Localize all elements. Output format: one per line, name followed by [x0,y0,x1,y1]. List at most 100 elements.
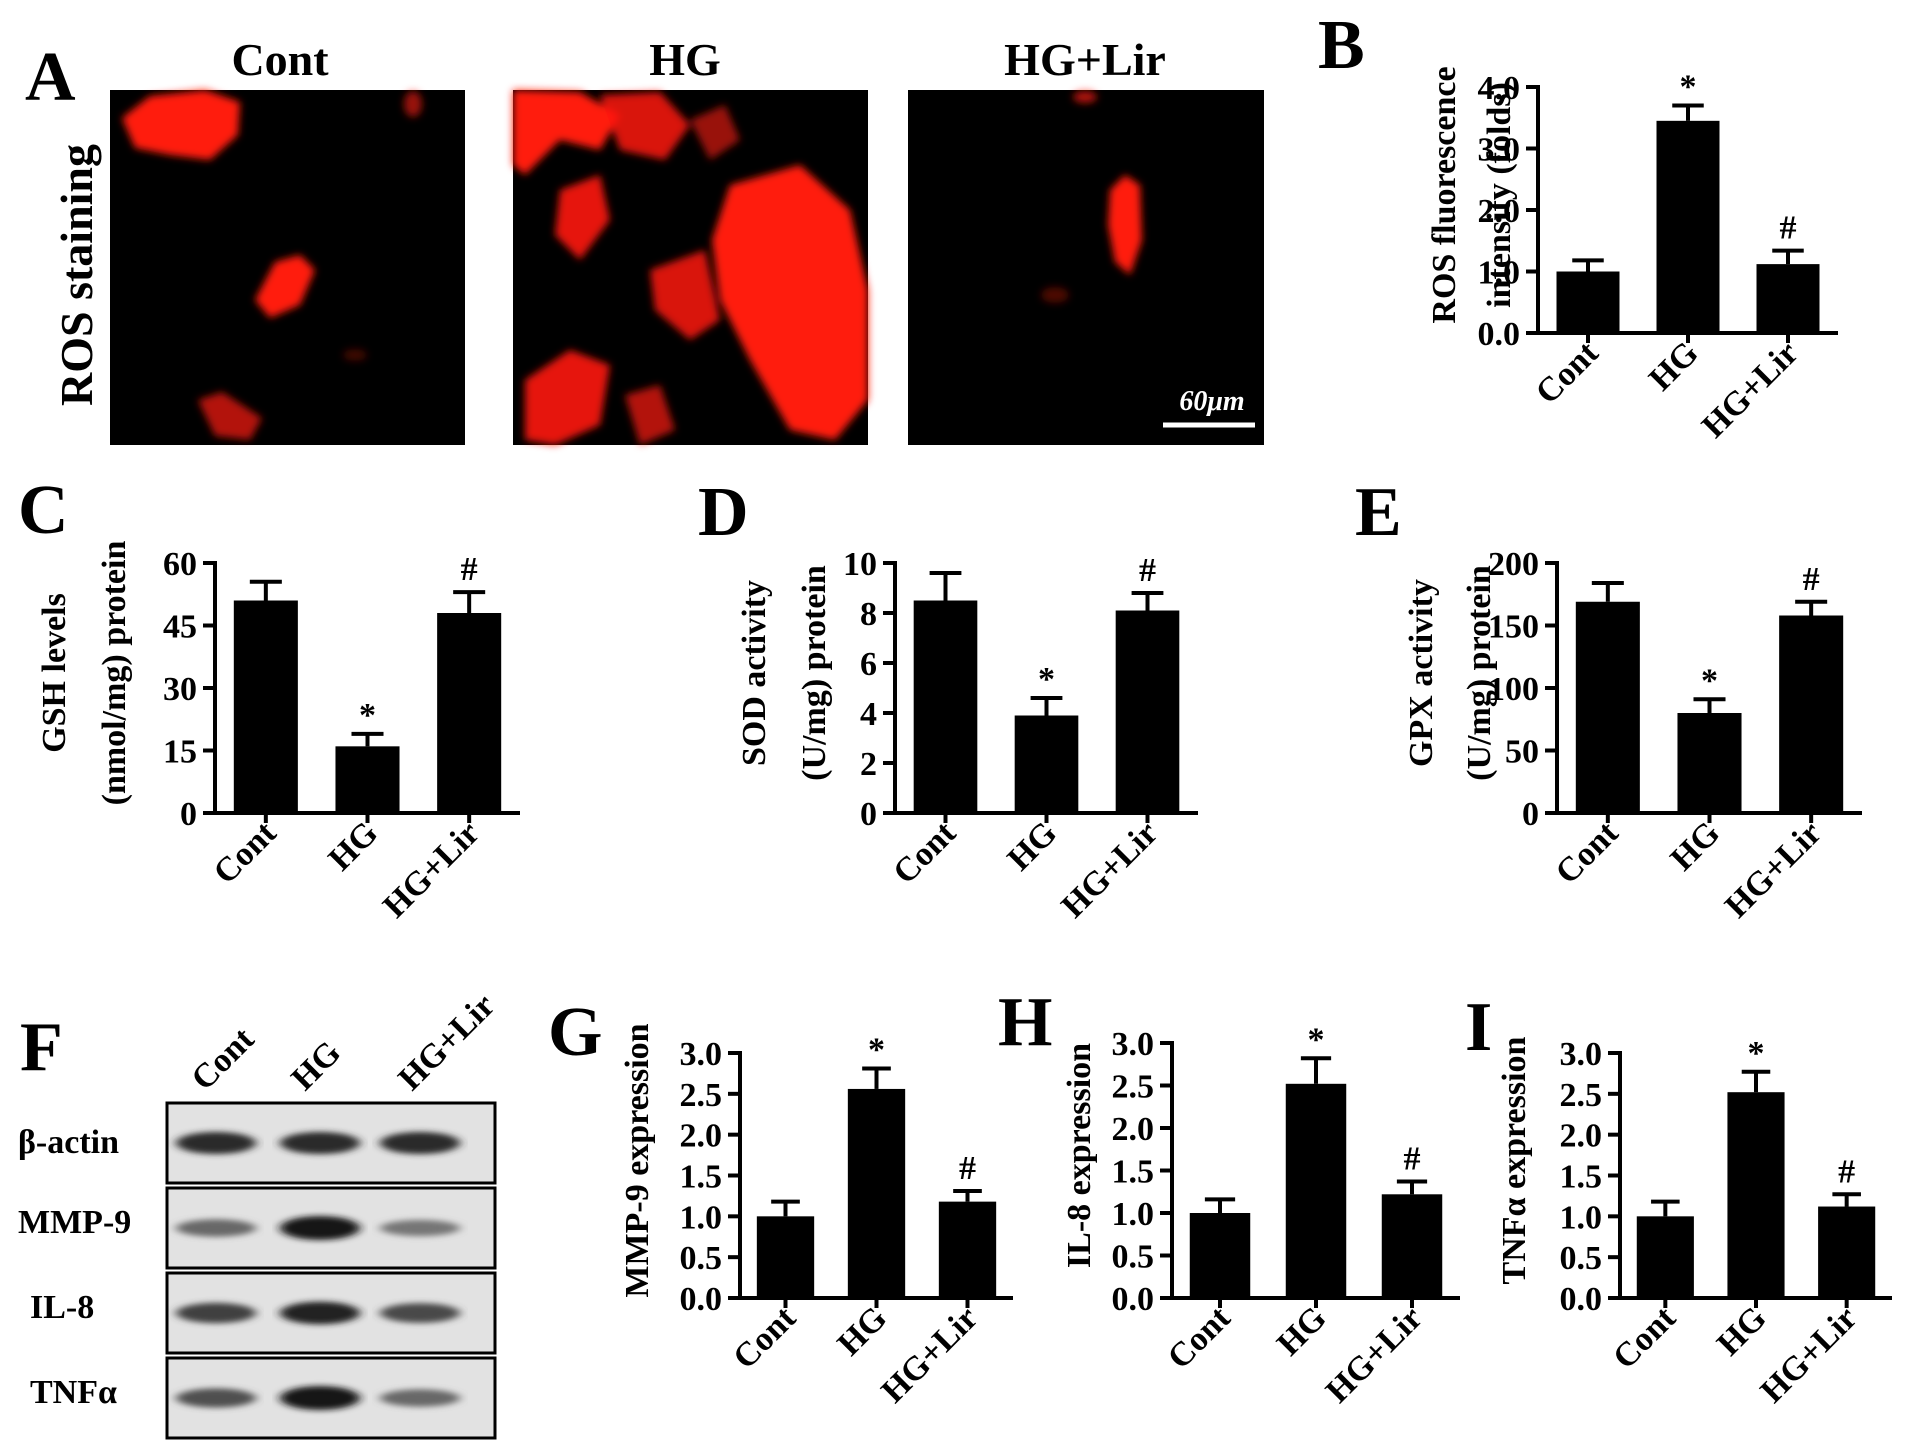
category-label: Cont [207,814,284,891]
y-tick-label: 3.0 [1112,1026,1155,1063]
category-label: Cont [1606,1299,1683,1376]
y-tick-label: 2.5 [680,1077,723,1114]
category-label: Cont [726,1299,803,1376]
y-tick-label: 150 [1488,609,1539,646]
category-label: Cont [886,814,963,891]
y-axis-label: SOD activity [736,580,773,766]
category-label: HG+Lir [1754,1299,1865,1410]
blot-lane-label-hg: HG [284,1034,348,1098]
category-label: HG+Lir [1718,814,1829,925]
blot-band [176,1219,256,1237]
y-tick-label: 10 [843,546,877,583]
blot-label-tnfa: TNFα [30,1374,117,1411]
blot-band [176,1131,256,1155]
y-tick-label: 2.0 [1560,1118,1603,1155]
blot-lane-label-cont: Cont [184,1020,261,1097]
y-tick-label: 1.5 [1560,1159,1603,1196]
y-axis-label: (nmol/mg) protein [96,541,133,806]
y-tick-label: 1.0 [1560,1199,1603,1236]
y-tick-label: 200 [1488,546,1539,583]
bar [938,1201,997,1298]
western-blot: Cont HG HG+Lir β-actin MMP-9 IL-8 TNFα [18,987,502,1440]
bar [756,1216,815,1298]
y-tick-label: 0.5 [680,1240,723,1277]
y-tick-label: 100 [1488,671,1539,708]
significance-mark: * [359,697,376,734]
y-axis-label: ROS fluorescence [1426,66,1463,323]
y-tick-label: 2.0 [1112,1111,1155,1148]
bar [1727,1092,1785,1298]
bar [1014,715,1079,813]
bar [913,600,978,813]
y-axis-label: GSH levels [36,593,73,753]
category-label: HG+Lir [1055,814,1166,925]
y-tick-label: 0.0 [1478,316,1521,353]
y-tick-label: 1.0 [680,1199,723,1236]
y-axis-label: MMP-9 expression [619,1023,656,1297]
blot-band [280,1386,360,1410]
significance-mark: # [461,551,478,588]
category-label: HG+Lir [875,1299,986,1410]
bar [1779,615,1844,813]
micrograph-hg-lir: 60μm [908,90,1264,445]
significance-mark: * [1038,661,1055,698]
category-label: Cont [1549,814,1626,891]
panel-label-d: D [698,474,749,551]
panel-label-i: I [1465,989,1492,1066]
y-tick-label: 2.0 [1478,193,1521,230]
y-tick-label: 1.5 [1112,1154,1155,1191]
bar [335,746,400,813]
bar [1381,1194,1443,1298]
blot-band [380,1131,460,1155]
category-label: HG [1710,1299,1774,1363]
y-tick-label: 0.5 [1560,1240,1603,1277]
y-tick-label: 2.5 [1112,1069,1155,1106]
category-label: HG [1270,1299,1334,1363]
y-axis-label: (U/mg) protein [796,565,833,781]
y-tick-label: 4.0 [1478,70,1521,107]
blot-label-mmp-9: MMP-9 [18,1204,131,1241]
panel-label-e: E [1355,474,1402,551]
significance-mark: * [1680,68,1697,105]
y-tick-label: 3.0 [680,1036,723,1073]
category-label: HG+Lir [376,814,487,925]
micro-title-hg: HG [649,34,721,85]
y-tick-label: 0.0 [1560,1281,1603,1318]
panel-label-g: G [548,994,602,1071]
y-tick-label: 50 [1505,734,1539,771]
blot-band [280,1131,360,1155]
y-tick-label: 45 [163,609,197,646]
panel-label-h: H [998,984,1052,1061]
bar [1189,1213,1251,1298]
panel-label-c: C [18,472,69,549]
category-label: Cont [1529,334,1606,411]
blot-band [380,1389,460,1407]
stained-cells-hg-lir [1041,91,1142,303]
category-label: Cont [1161,1299,1238,1376]
blot-band [380,1219,460,1237]
bar [1656,120,1720,333]
significance-mark: # [1838,1153,1855,1190]
significance-mark: * [1308,1021,1325,1058]
y-axis-label: intensity (folds) [1481,82,1518,308]
y-tick-label: 6 [860,646,877,683]
y-axis-label: TNFα expression [1496,1036,1533,1284]
blot-band [280,1216,360,1240]
micro-row-label: ROS staining [51,144,102,406]
y-tick-label: 0.5 [1112,1239,1155,1276]
blot-band [280,1301,360,1325]
y-tick-label: 30 [163,671,197,708]
bar [1285,1083,1347,1298]
y-tick-label: 1.0 [1478,255,1521,292]
bar [1818,1206,1876,1298]
panel-label-f: F [20,1009,63,1086]
significance-mark: # [1803,561,1820,598]
y-tick-label: 1.5 [680,1159,723,1196]
y-tick-label: 1.0 [1112,1196,1155,1233]
bar [1556,271,1620,333]
y-tick-label: 8 [860,596,877,633]
bar [437,613,502,813]
y-tick-label: 0 [1522,796,1539,833]
